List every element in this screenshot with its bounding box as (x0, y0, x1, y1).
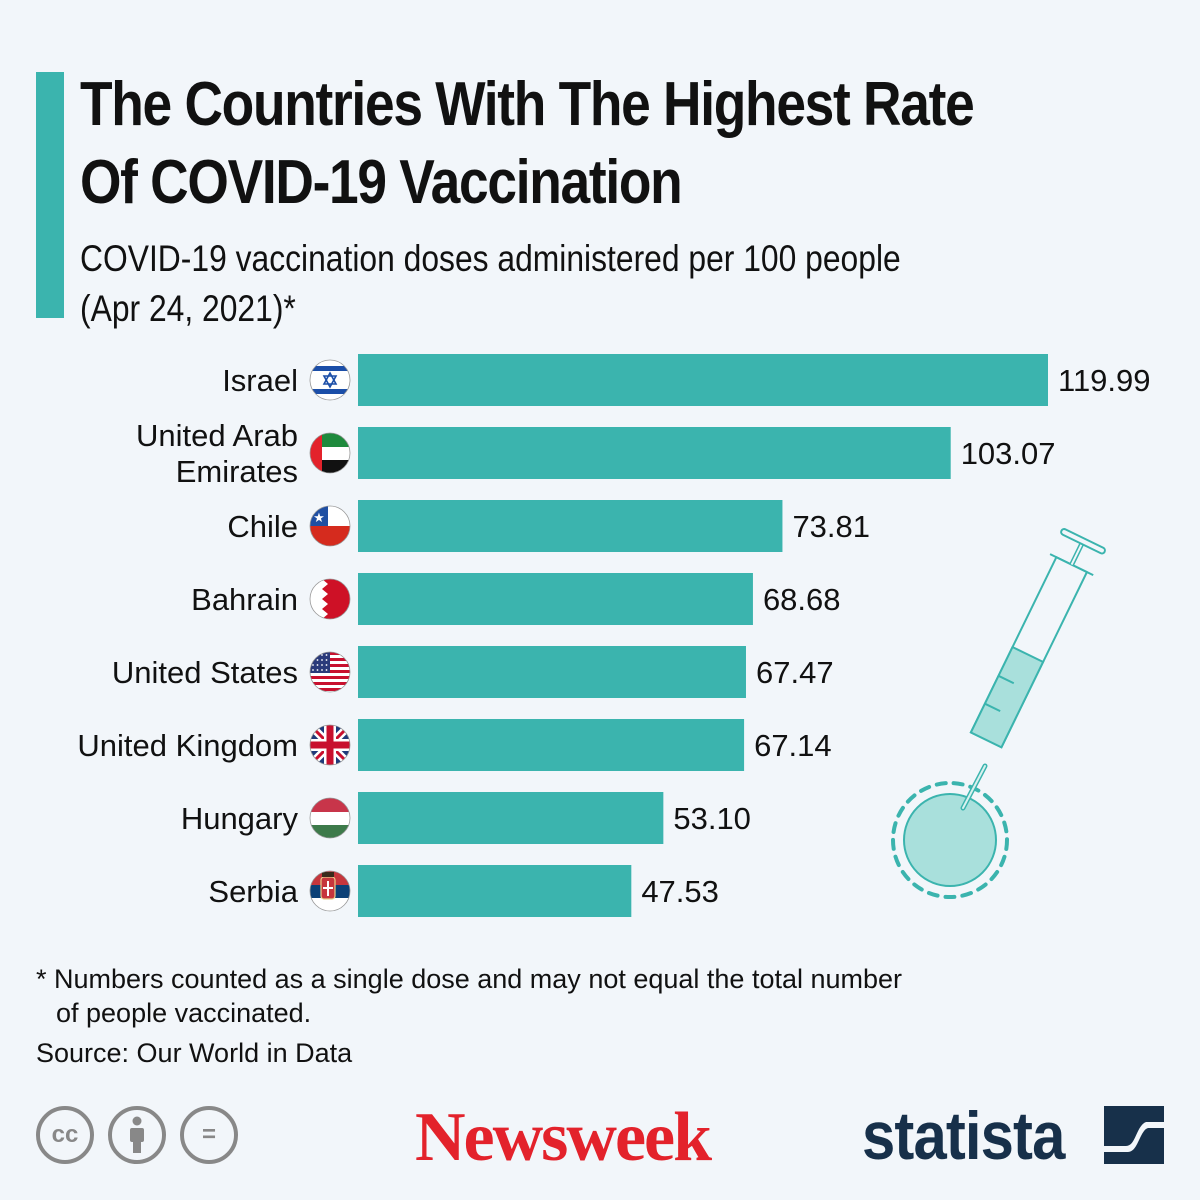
bar (358, 354, 1048, 406)
title-line-2: Of COVID-19 Vaccination (80, 148, 683, 217)
bar-row: 68.68 Bahrain (191, 573, 841, 625)
chart-subtitle: COVID-19 vaccination doses administered … (80, 234, 901, 334)
newsweek-logo[interactable]: Newsweek (415, 1099, 712, 1176)
virus-spikes-icon (891, 781, 1009, 899)
category-label: Chile (227, 509, 298, 544)
bar (358, 865, 632, 917)
syringe-illustration (891, 528, 1106, 899)
footnote: * Numbers counted as a single dose and m… (36, 962, 902, 1030)
subtitle-line-1: COVID-19 vaccination doses administered … (80, 238, 901, 279)
footnote-line-1: * Numbers counted as a single dose and m… (36, 964, 903, 994)
flag-uae-icon (309, 432, 351, 474)
category-label: Emirates (176, 454, 298, 489)
bar (358, 719, 745, 771)
syringe-icon (969, 528, 1106, 749)
footnote-line-2: of people vaccinated. (56, 998, 312, 1028)
bar (358, 427, 951, 479)
statista-logo-mark-icon (1104, 1106, 1164, 1164)
virus-cell-icon (903, 793, 997, 887)
license-icons: cc = (36, 1106, 238, 1164)
source-note: Source: Our World in Data (36, 1038, 353, 1068)
bar-row: 47.53 Serbia (208, 865, 719, 917)
bar (358, 573, 753, 625)
flag-hungary-icon (309, 797, 351, 839)
person-icon (130, 1116, 144, 1153)
flag-bahrain-icon (309, 578, 351, 620)
title-accent-bar (36, 72, 64, 318)
value-label: 103.07 (961, 436, 1056, 471)
bar-row: 119.99 Israel (222, 354, 1151, 406)
chart-title: The Countries With The Highest Rate Of C… (80, 66, 1009, 222)
subtitle-line-2: (Apr 24, 2021)* (80, 288, 296, 329)
statista-logo[interactable]: statista (862, 1098, 1065, 1174)
bar-row: 67.14 United Kingdom (77, 719, 832, 771)
title-line-1: The Countries With The Highest Rate (80, 70, 975, 139)
value-label: 119.99 (1058, 363, 1151, 398)
category-label: United Arab (136, 418, 298, 453)
value-label: 68.68 (763, 582, 841, 617)
cc-icon-label: cc (51, 1121, 79, 1148)
bar-row: 73.81 ★ Chile (227, 500, 870, 552)
bar (358, 500, 783, 552)
category-label: Serbia (208, 874, 298, 909)
equals-icon-label: = (201, 1121, 216, 1148)
flag-uk-icon (309, 724, 351, 766)
bar-row: 67.47 United States (112, 646, 834, 698)
category-label: United States (112, 655, 298, 690)
flag-israel-icon (309, 359, 351, 401)
attribution-icon[interactable] (108, 1106, 166, 1164)
flag-serbia-icon (309, 870, 351, 912)
category-label: Israel (222, 363, 298, 398)
value-label: 67.47 (756, 655, 834, 690)
value-label: 67.14 (754, 728, 832, 763)
bar-row: 53.10 Hungary (181, 792, 751, 844)
flag-chile-icon: ★ (309, 505, 351, 547)
category-label: Bahrain (191, 582, 298, 617)
flag-usa-icon (309, 651, 351, 693)
value-label: 47.53 (641, 874, 719, 909)
cc-icon[interactable]: cc (36, 1106, 94, 1164)
bar (358, 792, 664, 844)
value-label: 73.81 (792, 509, 870, 544)
svg-text:★: ★ (313, 511, 325, 526)
no-derivatives-icon[interactable]: = (180, 1106, 238, 1164)
value-label: 53.10 (673, 801, 751, 836)
category-label: United Kingdom (77, 728, 298, 763)
bar (358, 646, 746, 698)
category-label: Hungary (181, 801, 299, 836)
